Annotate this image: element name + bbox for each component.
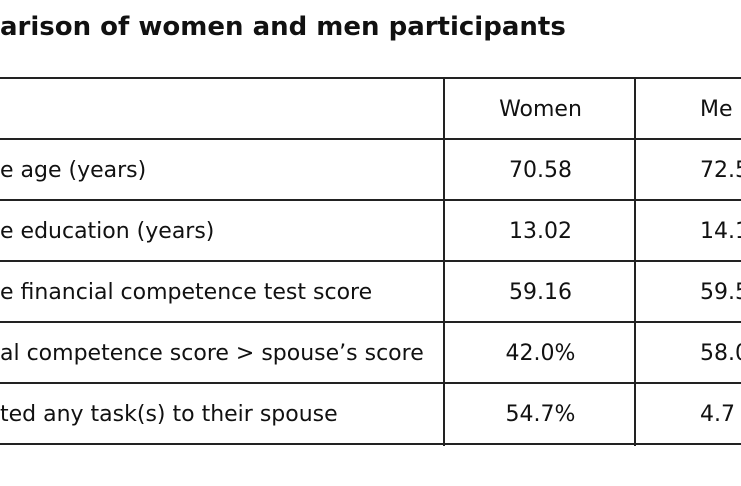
cell-value: 4.7 (700, 402, 735, 427)
cell-value: 59.5 (700, 280, 741, 305)
cell-value: 42.0% (505, 341, 576, 366)
cell-value: 58.0 (700, 341, 741, 366)
cell-value: 54.7% (505, 402, 576, 427)
cell-value: 70.58 (509, 158, 572, 183)
column-border (634, 78, 636, 446)
row-border (0, 321, 741, 323)
row-label: e education (years) (0, 219, 215, 244)
row-label: ted any task(s) to their spouse (0, 402, 338, 427)
table-title: arison of women and men participants (0, 12, 566, 42)
row-border (0, 199, 741, 201)
row-border (0, 138, 741, 140)
row-label: e financial competence test score (0, 280, 373, 305)
column-header: Me (700, 97, 733, 122)
column-header: Women (499, 97, 582, 122)
cell-value: 72.5 (700, 158, 741, 183)
cell-value: 59.16 (509, 280, 572, 305)
row-border (0, 260, 741, 262)
column-border (443, 78, 445, 446)
row-border (0, 77, 741, 79)
row-label: al competence score > spouse’s score (0, 341, 424, 366)
cell-value: 13.02 (509, 219, 572, 244)
cell-value: 14.1 (700, 219, 741, 244)
row-label: e age (years) (0, 158, 147, 183)
row-border (0, 443, 741, 445)
row-border (0, 382, 741, 384)
